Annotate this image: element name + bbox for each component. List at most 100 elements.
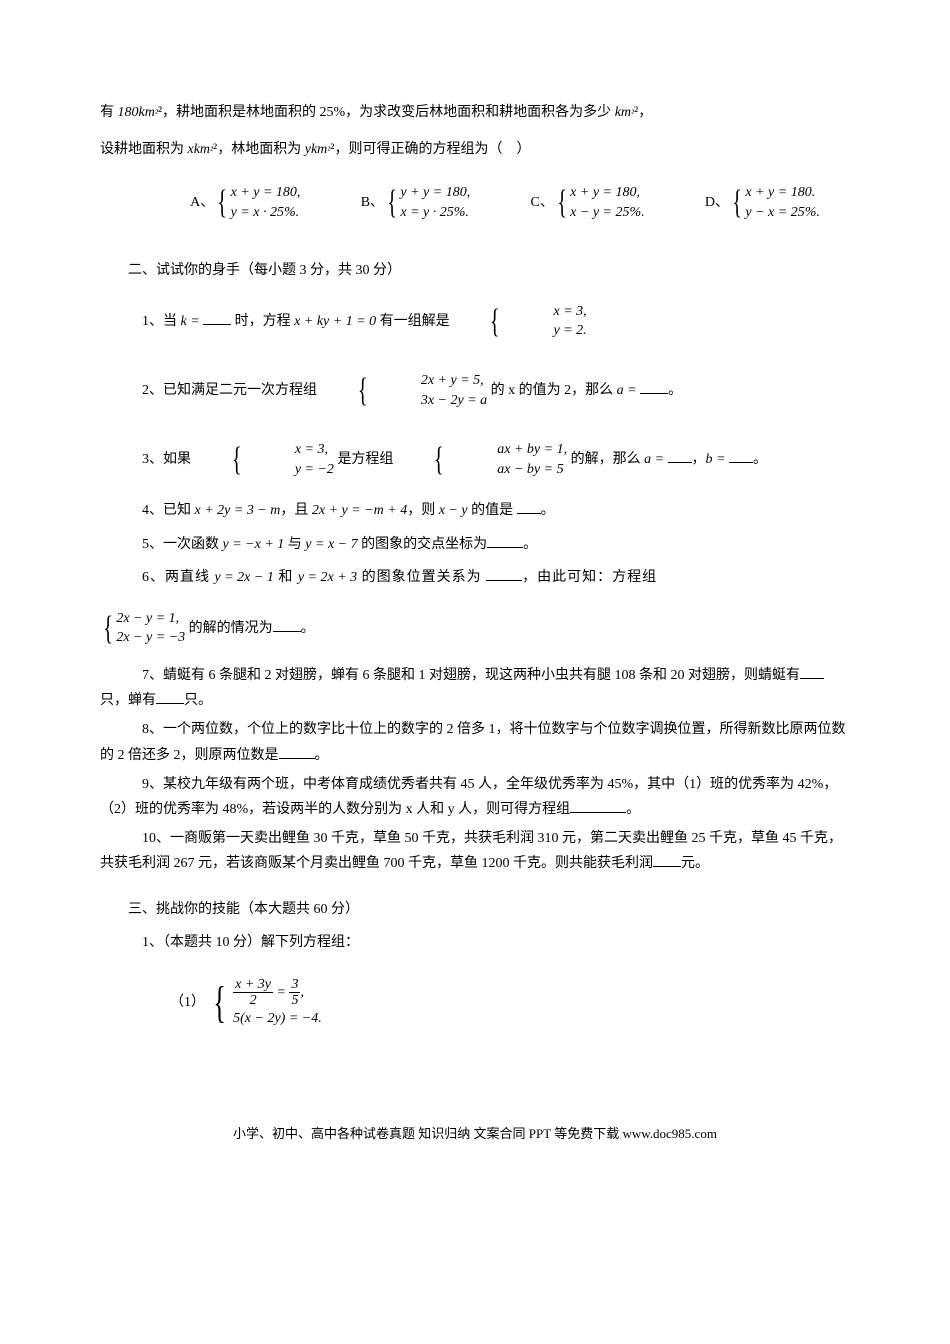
equation: 2x − y = −3	[116, 628, 185, 648]
text: 2、已知满足二元一次方程组	[142, 383, 321, 398]
multiple-choice-options: A、{x + y = 180,y = x · 25%. B、{y + y = 1…	[160, 172, 850, 233]
text: ²，耕地面积是林地面积的 25%，为求改变后林地面积和耕地面积各为多少	[158, 105, 615, 120]
blank	[203, 310, 231, 325]
page-footer: 小学、初中、高中各种试卷真题 知识归纳 文案合同 PPT 等免费下载 www.d…	[100, 1122, 850, 1145]
blank	[570, 798, 626, 813]
area-total: 180km²	[118, 105, 158, 120]
text: 的解的情况为	[185, 621, 273, 636]
text: 5、一次函数	[142, 537, 223, 552]
text: ²，林地面积为	[213, 142, 305, 157]
question-6-cont: {2x − y = 1,2x − y = −3 的解的情况为。	[100, 598, 850, 659]
formula: x + ky + 1 = 0	[294, 314, 376, 329]
xkm: xkm²	[188, 142, 214, 157]
text: 。	[541, 503, 555, 518]
denominator: 5	[289, 993, 300, 1008]
equation: y = x · 25%.	[231, 203, 301, 223]
question-5: 5、一次函数 y = −x + 1 与 y = x − 7 的图象的交点坐标为。	[100, 532, 850, 557]
text: ，由此可知：方程组	[522, 570, 657, 585]
question-7: 7、蜻蜓有 6 条腿和 2 对翅膀，蝉有 6 条腿和 1 对翅膀，现这两种小虫共…	[100, 663, 850, 713]
formula: b =	[706, 452, 729, 467]
problem-setup: 设耕地面积为 xkm²²，林地面积为 ykm²²，则可得正确的方程组为（ ）	[100, 137, 850, 162]
text: ，且	[280, 503, 312, 518]
equation-line-2: 5(x − 2y) = −4.	[233, 1009, 322, 1029]
comma: ,	[300, 985, 304, 1000]
text: 。	[523, 537, 537, 552]
equation-line-1: x + 3y2 = 35,	[233, 977, 322, 1009]
equation: x = y · 25%.	[400, 203, 470, 223]
equation: y − x = 25%.	[745, 203, 819, 223]
formula: y = x − 7	[305, 537, 357, 552]
text: 10、一商贩第一天卖出鲤鱼 30 千克，草鱼 50 千克，共获毛利润 310 元…	[100, 831, 842, 871]
equation: y = 2.	[511, 321, 586, 341]
section-3-header: 三、挑战你的技能（本大题共 60 分）	[100, 897, 850, 922]
text: 只，蝉有	[100, 693, 156, 708]
formula: y = 2x + 3	[298, 570, 357, 585]
text: 1、当	[142, 314, 181, 329]
label: （1）	[170, 995, 205, 1010]
text: 8、一个两位数，个位上的数字比十位上的数字的 2 倍多 1，将十位数字与个位数字…	[100, 722, 846, 762]
question-2: 2、已知满足二元一次方程组 {2x + y = 5,3x − 2y = a 的 …	[100, 360, 850, 421]
equation: x + y = 180,	[231, 183, 301, 203]
equation: y = −2	[253, 460, 334, 480]
blank	[279, 744, 315, 759]
text: 的值是	[468, 503, 517, 518]
equation: ax + by = 1,	[455, 440, 567, 460]
text: 。	[668, 383, 682, 398]
section-2-header: 二、试试你的身手（每小题 3 分，共 30 分）	[100, 258, 850, 283]
option-c: C、{x + y = 180,x − y = 25%.	[530, 172, 644, 233]
text: 设耕地面积为	[100, 142, 188, 157]
text: ²，	[634, 105, 652, 120]
ykm: ykm²	[305, 142, 331, 157]
question-9: 9、某校九年级有两个班，中考体育成绩优秀者共有 45 人，全年级优秀率为 45%…	[100, 772, 850, 822]
text: ，则	[407, 503, 439, 518]
text: 元。	[681, 856, 709, 871]
text: 4、已知	[142, 503, 195, 518]
text: 的 x 的值为 2，那么	[487, 383, 617, 398]
formula: x + 2y = 3 − m	[195, 503, 281, 518]
question-10: 10、一商贩第一天卖出鲤鱼 30 千克，草鱼 50 千克，共获毛利润 310 元…	[100, 826, 850, 876]
km-unit: km²	[615, 105, 634, 120]
formula: 2x + y = −m + 4	[312, 503, 407, 518]
blank	[800, 664, 824, 679]
text: 只。	[184, 693, 212, 708]
formula: a =	[644, 452, 667, 467]
text: 。	[315, 748, 329, 763]
blank	[486, 566, 522, 581]
text: 的解，那么	[567, 452, 644, 467]
question-1: 1、当 k = 时，方程 x + ky + 1 = 0 有一组解是 {x = 3…	[100, 291, 850, 352]
text: 3、如果	[142, 452, 195, 467]
question-3: 3、如果 {x = 3,y = −2 是方程组 {ax + by = 1,ax …	[100, 429, 850, 490]
option-d: D、{x + y = 180.y − x = 25%.	[705, 172, 820, 233]
formula: a =	[617, 383, 640, 398]
text: 的图象的交点坐标为	[358, 537, 488, 552]
text: 和	[274, 570, 298, 585]
equation: ax − by = 5	[455, 460, 567, 480]
option-label: B、	[361, 195, 384, 210]
section3-q1-1: （1） { x + 3y2 = 35, 5(x − 2y) = −4.	[170, 963, 850, 1042]
option-b: B、{y + y = 180,x = y · 25%.	[361, 172, 471, 233]
blank	[273, 617, 301, 632]
equation: x + y = 180,	[570, 183, 644, 203]
text: 。	[626, 802, 640, 817]
text: ²，则可得正确的方程组为（ ）	[330, 142, 530, 157]
text: 的图象位置关系为	[357, 570, 486, 585]
option-label: A、	[190, 195, 214, 210]
question-4: 4、已知 x + 2y = 3 − m，且 2x + y = −m + 4，则 …	[100, 498, 850, 523]
formula: x − y	[439, 503, 468, 518]
denominator: 2	[233, 993, 273, 1008]
text: 。	[301, 621, 315, 636]
blank	[487, 533, 523, 548]
numerator: x + 3y	[233, 977, 273, 993]
option-a: A、{x + y = 180,y = x · 25%.	[190, 172, 300, 233]
equation: x + y = 180.	[745, 183, 819, 203]
text: 7、蜻蜓有 6 条腿和 2 对翅膀，蝉有 6 条腿和 1 对翅膀，现这两种小虫共…	[142, 668, 800, 683]
text: 与	[284, 537, 305, 552]
formula: y = 2x − 1	[215, 570, 274, 585]
blank	[156, 689, 184, 704]
eq-sign: =	[273, 985, 289, 1000]
blank	[653, 852, 681, 867]
text: 6、两直线	[142, 570, 215, 585]
option-label: D、	[705, 195, 729, 210]
problem-intro: 有 180km²²，耕地面积是林地面积的 25%，为求改变后林地面积和耕地面积各…	[100, 100, 850, 125]
option-label: C、	[530, 195, 553, 210]
